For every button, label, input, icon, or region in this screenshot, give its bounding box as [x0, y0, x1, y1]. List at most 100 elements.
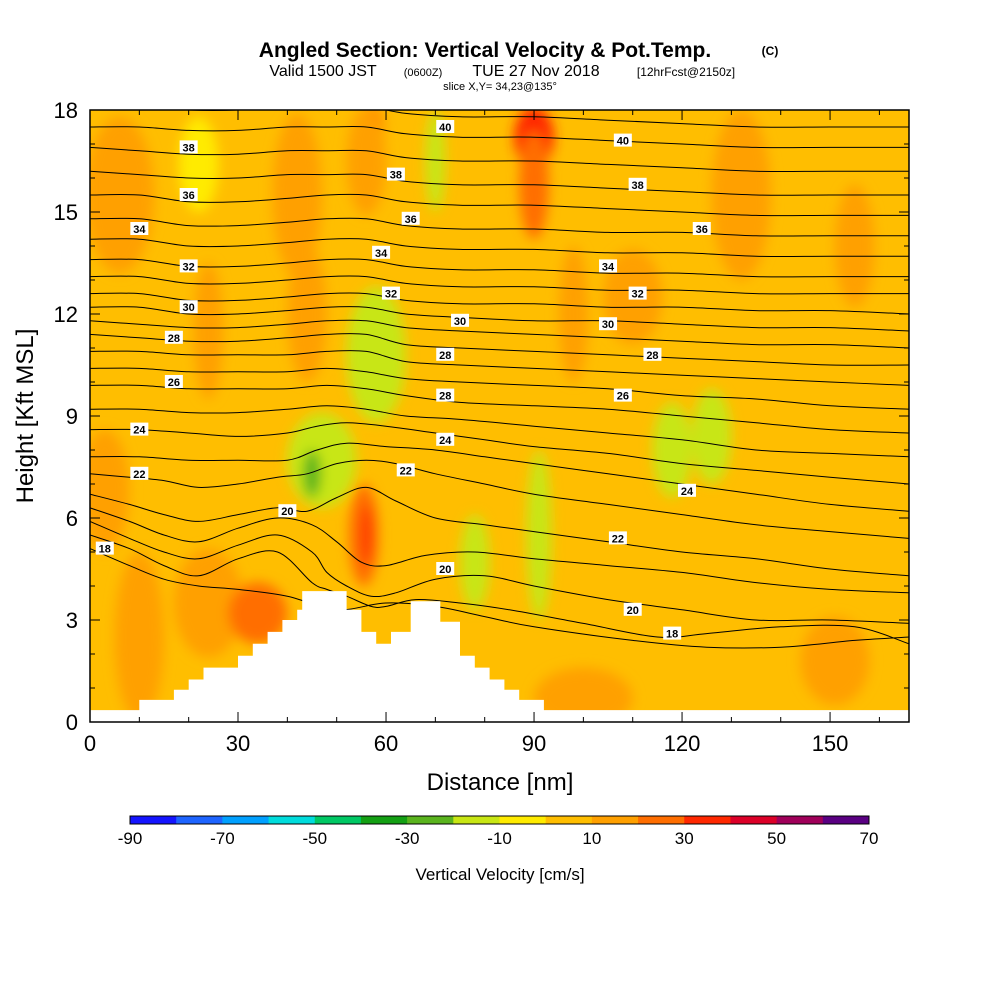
- y-tick-label: 15: [54, 200, 78, 225]
- velocity-cell: [800, 616, 870, 705]
- contour-label-text: 24: [439, 435, 452, 447]
- isentrope-line: [90, 217, 909, 237]
- velocity-cell: [361, 504, 372, 566]
- velocity-cell: [90, 429, 130, 552]
- contour-label-bg: [628, 286, 647, 300]
- contour-label-bg: [692, 222, 711, 235]
- contour-label: 20: [623, 602, 642, 617]
- subtitle-valid: Valid 1500 JST: [269, 63, 377, 80]
- contour-label-text: 36: [183, 190, 195, 202]
- contour-label: 36: [401, 211, 420, 226]
- contour-label-text: 32: [183, 261, 195, 273]
- colorbar-segment: [176, 816, 223, 824]
- y-tick-label: 12: [54, 302, 78, 327]
- contour-label-bg: [436, 120, 455, 133]
- isentrope-line: [90, 520, 909, 624]
- contour-label: 34: [372, 245, 391, 260]
- contour-label: 40: [613, 133, 632, 148]
- y-tick-label: 9: [66, 404, 78, 429]
- contour-label-bg: [623, 602, 642, 616]
- velocity-cell: [287, 246, 327, 382]
- velocity-cell: [558, 246, 589, 382]
- x-tick-label: 120: [664, 731, 701, 756]
- contour-label-text: 28: [168, 333, 180, 345]
- contour-label-bg: [179, 300, 198, 314]
- contour-label-text: 34: [133, 224, 146, 236]
- isentrope-line: [90, 146, 909, 172]
- contour-label: 34: [130, 222, 149, 236]
- contour-label-text: 40: [617, 136, 629, 148]
- contour-label-bg: [451, 313, 470, 327]
- colorbar-frame: [129, 815, 870, 825]
- contour-label: 24: [436, 432, 455, 447]
- contour-label-bg: [95, 541, 114, 555]
- contour-label-bg: [130, 466, 149, 480]
- contour-label-text: 18: [666, 629, 678, 641]
- isentrope-line: [90, 193, 909, 217]
- subtitle-utc: (0600Z): [404, 67, 443, 79]
- velocity-cell: [346, 110, 387, 216]
- contour-label-bg: [372, 245, 391, 259]
- contour-label-text: 34: [375, 248, 388, 260]
- contour-label-text: 36: [405, 214, 417, 226]
- colorbar-segment: [407, 816, 454, 824]
- isentropes: [90, 110, 909, 649]
- colorbar-segment: [545, 816, 593, 824]
- colorbar-tick-label: -50: [302, 829, 327, 848]
- contour-label: 24: [677, 483, 696, 498]
- colorbar-segment: [360, 816, 408, 824]
- contour-label: 34: [599, 259, 618, 273]
- contour-label-text: 32: [385, 289, 397, 301]
- velocity-cell: [526, 450, 552, 620]
- isentrope-line: [90, 319, 909, 349]
- contour-label: 32: [628, 286, 647, 301]
- colorbar-segment: [591, 816, 639, 824]
- subtitle-forecast: [12hrFcst@2150z]: [637, 65, 735, 79]
- colorbar-tick-label: -10: [487, 829, 512, 848]
- contour-label: 30: [179, 300, 198, 314]
- isentrope-line: [90, 275, 909, 295]
- colorbar-tick-label: -90: [118, 829, 143, 848]
- contour-labels: 38 36 34 32 30 28 26 24 22 20 18 40 38 36 34 32 30 28 28 24…: [95, 120, 711, 641]
- contour-label-bg: [164, 375, 183, 388]
- contour-label: 40: [436, 120, 455, 134]
- colorbar-segment: [638, 816, 685, 824]
- contour-label-bg: [436, 388, 455, 402]
- contour-label-bg: [386, 167, 405, 181]
- contour-label: 38: [386, 167, 405, 182]
- x-tick-label: 0: [84, 731, 96, 756]
- isentrope-line: [90, 405, 909, 458]
- y-tick-label: 0: [66, 710, 78, 735]
- subtitle-date: TUE 27 Nov 2018: [472, 63, 599, 80]
- isentrope-line: [90, 507, 909, 594]
- contour-label: 38: [628, 177, 647, 192]
- isentrope-line: [90, 349, 909, 386]
- velocity-cell: [193, 263, 224, 399]
- colorbar: -90 -70 -50 -30 -10 10 30 50 70: [118, 815, 879, 848]
- y-tick-label: 6: [66, 506, 78, 531]
- isentrope-line: [90, 306, 909, 332]
- velocity-cell: [834, 184, 875, 308]
- colorbar-segment: [730, 816, 778, 824]
- contour-label-text: 30: [602, 319, 614, 331]
- colorbar-segment: [222, 816, 270, 824]
- colorbar-tick-label: 70: [860, 829, 879, 848]
- contour-label-bg: [179, 140, 198, 154]
- contour-label-text: 20: [439, 564, 451, 576]
- velocity-cell: [534, 667, 633, 722]
- velocity-cell: [652, 402, 692, 498]
- contour-label-bg: [436, 432, 455, 446]
- contour-label-text: 30: [454, 316, 466, 328]
- velocity-cell: [114, 552, 165, 722]
- contour-label: 24: [130, 422, 149, 437]
- contour-label: 26: [613, 388, 632, 403]
- colorbar-segment: [314, 816, 362, 824]
- colorbar-tick-label: 30: [675, 829, 694, 848]
- contour-label-text: 22: [612, 533, 624, 545]
- contour-label: 36: [692, 222, 711, 236]
- isentrope-line: [90, 534, 909, 645]
- isentrope-line: [90, 292, 909, 315]
- contour-label: 38: [179, 140, 198, 154]
